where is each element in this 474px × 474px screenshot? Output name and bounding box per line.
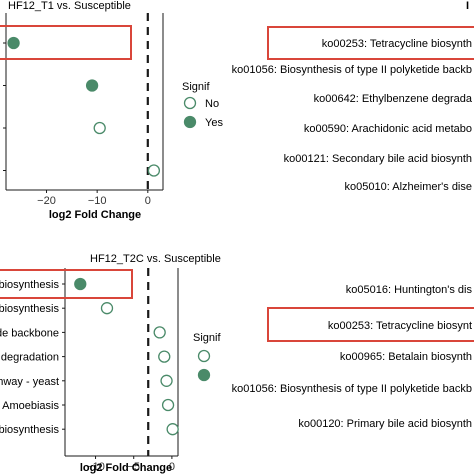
panel-1-highlight-box [0, 25, 132, 60]
right-label: ko01056: Biosynthesis of type II polyket… [232, 383, 472, 395]
panel-2-point [161, 398, 175, 412]
panel-2-point [153, 326, 166, 339]
panel-2-category-label: biosynthesis [0, 279, 59, 291]
legend-1-title: Signif [182, 81, 210, 93]
panel-2-x-label: log2 Fold Change [80, 462, 172, 474]
panel-2-point [160, 374, 173, 387]
legend-2-title: Signif [193, 332, 221, 344]
right-label: ko05010: Alzheimer's dise [345, 181, 472, 193]
panel-1-point [147, 164, 161, 177]
panel-1-point [85, 79, 99, 92]
right-label: ko01056: Biosynthesis of type II polyket… [232, 64, 472, 76]
panel-2-category-label: de backbone [0, 327, 59, 339]
panel-2-x-tick-label: −10 [86, 461, 105, 473]
panel-1-title: HF12_T1 vs. Susceptible [8, 0, 131, 12]
panel-2-point [74, 277, 87, 291]
right-label: ko00253: Tetracycline biosynt [328, 320, 472, 332]
right-label: ko00590: Arachidonic acid metabo [304, 123, 472, 135]
panel-2-category-label: biosynthesis [0, 424, 59, 436]
right-label: ko00965: Betalain biosynth [340, 351, 472, 363]
panel-1-x-tick-label: −10 [88, 195, 107, 207]
right-highlight-box-2 [267, 307, 474, 342]
legend-2-no-marker [197, 349, 211, 363]
legend-1-yes-marker [183, 115, 197, 129]
panel-2-point [166, 423, 179, 436]
legend-2-yes-marker [197, 368, 211, 382]
right-partial-title: I [466, 0, 469, 12]
panel-1-x-tick-label: 0 [145, 195, 151, 207]
panel-1: HF12_T1 vs. Susceptible biosisationeastb… [0, 0, 223, 221]
panel-2-highlight-box [0, 269, 133, 299]
panel-2-x-tick-label: −5 [127, 461, 140, 473]
panel-2-category-label: hway - yeast [0, 376, 59, 388]
panel-2: HF12_T2C vs. Susceptible biosynthesis bio… [0, 253, 221, 474]
right-label: ko05016: Huntington's dis [346, 284, 473, 296]
legend-1-yes-label: Yes [205, 117, 223, 129]
panel-2-point [158, 350, 171, 363]
legend-1-no-marker [183, 96, 197, 110]
panel-2-title: HF12_T2C vs. Susceptible [90, 253, 221, 265]
panel-1-x-label: log2 Fold Change [49, 209, 141, 221]
panel-2-category-label: degradation [1, 352, 59, 364]
right-column: I ko00253: Tetracycline biosynth ko01056:… [232, 0, 474, 430]
panel-1-point [93, 121, 106, 135]
panel-2-point [100, 302, 114, 315]
panel-2-x-tick-label: 0 [169, 461, 175, 473]
right-label: ko00642: Ethylbenzene degrada [314, 93, 473, 105]
panel-2-category-label: : Amoebiasis [0, 400, 59, 412]
panel-1-x-tick-label: −20 [37, 195, 56, 207]
panel-1-point [7, 36, 20, 50]
right-label: ko00120: Primary bile acid biosynth [298, 418, 472, 430]
right-label: ko00253: Tetracycline biosynth [322, 38, 472, 50]
panel-2-category-label: biosynthesis [0, 303, 59, 315]
right-highlight-box-1 [267, 26, 474, 60]
legend-1-no-label: No [205, 98, 219, 110]
right-label: ko00121: Secondary bile acid biosynth [284, 153, 472, 165]
